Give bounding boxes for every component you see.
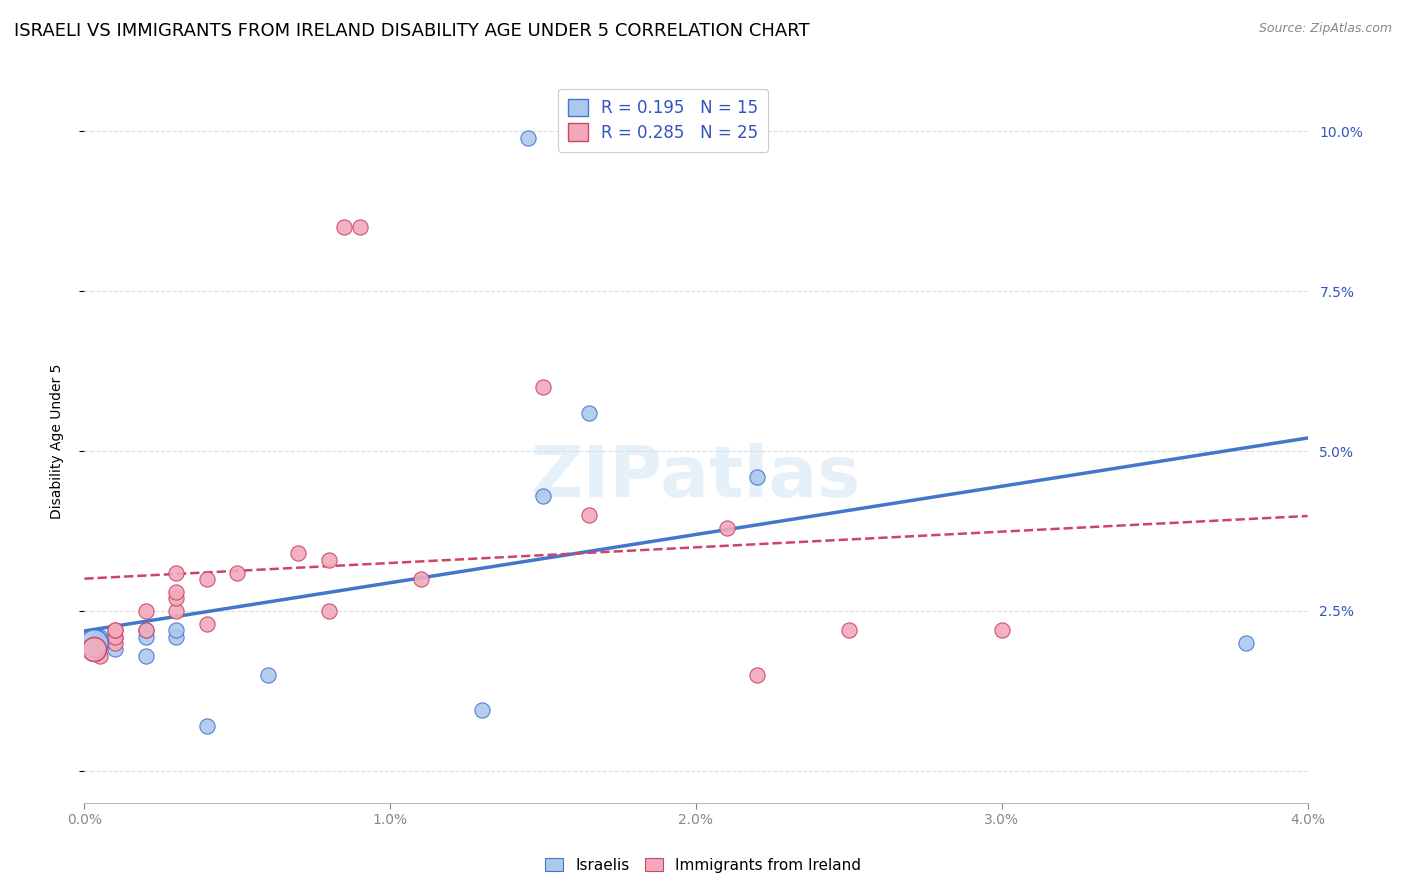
Point	[409, 572, 432, 586]
Point	[257, 668, 280, 682]
Point	[716, 521, 738, 535]
Point	[333, 220, 356, 235]
Point	[838, 623, 860, 637]
Point	[165, 566, 187, 580]
Point	[531, 380, 554, 394]
Point	[83, 636, 105, 650]
Point	[135, 648, 157, 663]
Point	[531, 489, 554, 503]
Point	[135, 630, 157, 644]
Text: ISRAELI VS IMMIGRANTS FROM IRELAND DISABILITY AGE UNDER 5 CORRELATION CHART: ISRAELI VS IMMIGRANTS FROM IRELAND DISAB…	[14, 22, 810, 40]
Point	[104, 642, 127, 657]
Point	[165, 630, 187, 644]
Point	[349, 220, 371, 235]
Point	[195, 719, 218, 733]
Point	[104, 630, 127, 644]
Point	[89, 636, 111, 650]
Point	[89, 648, 111, 663]
Point	[318, 604, 340, 618]
Point	[135, 623, 157, 637]
Point	[165, 604, 187, 618]
Point	[991, 623, 1014, 637]
Point	[89, 630, 111, 644]
Y-axis label: Disability Age Under 5: Disability Age Under 5	[49, 364, 63, 519]
Point	[226, 566, 249, 580]
Point	[165, 623, 187, 637]
Point	[135, 604, 157, 618]
Point	[165, 584, 187, 599]
Point	[195, 572, 218, 586]
Point	[578, 406, 600, 420]
Text: ZIPatlas: ZIPatlas	[531, 443, 860, 512]
Point	[104, 623, 127, 637]
Legend: R = 0.195   N = 15, R = 0.285   N = 25: R = 0.195 N = 15, R = 0.285 N = 25	[558, 88, 768, 152]
Point	[318, 553, 340, 567]
Text: Source: ZipAtlas.com: Source: ZipAtlas.com	[1258, 22, 1392, 36]
Point	[104, 630, 127, 644]
Point	[165, 591, 187, 606]
Legend: Israelis, Immigrants from Ireland: Israelis, Immigrants from Ireland	[544, 858, 862, 872]
Point	[195, 616, 218, 631]
Point	[135, 623, 157, 637]
Point	[747, 668, 769, 682]
Point	[471, 703, 494, 717]
Point	[1236, 636, 1258, 650]
Point	[287, 546, 309, 560]
Point	[747, 469, 769, 483]
Point	[578, 508, 600, 522]
Point	[104, 636, 127, 650]
Point	[83, 642, 105, 657]
Point	[516, 131, 538, 145]
Point	[104, 623, 127, 637]
